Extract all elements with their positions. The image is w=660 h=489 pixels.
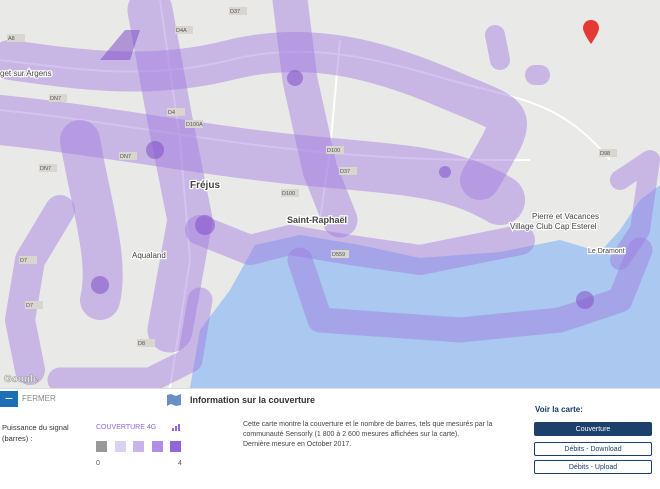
road-shield (331, 250, 349, 258)
place-label: Le Dramont (588, 248, 625, 255)
road-label: D4 (168, 110, 175, 116)
place-label: Village Club Cap Esterel (510, 222, 597, 231)
legend-min: 0 (96, 460, 100, 467)
roads (0, 0, 611, 388)
road-shield (137, 339, 155, 347)
road-shield (25, 301, 43, 309)
legend-swatch (96, 441, 107, 452)
legend-swatch (133, 441, 144, 452)
legend-heading: COUVERTURE 4G (96, 424, 157, 431)
road-shield (339, 167, 357, 175)
view-label: Voir la carte: (535, 405, 583, 414)
road-label: D4A (176, 28, 187, 34)
road-shield (39, 164, 57, 172)
road-label: D37 (230, 9, 240, 15)
view-button[interactable]: Débits - Download (534, 442, 652, 456)
place-label: get sur Argens (0, 69, 52, 78)
road-label: D100A (186, 122, 203, 128)
road-label: DN7 (50, 96, 61, 102)
close-button[interactable]: − (0, 391, 18, 407)
description-line: communauté Sensorly (1 800 à 2 600 mesur… (243, 431, 460, 438)
road-shield (175, 26, 193, 34)
road-label: D559 (332, 252, 345, 258)
road-label: D100 (282, 191, 295, 197)
info-panel: − FERMER Information sur la couverture P… (0, 388, 660, 489)
road-label: D7 (26, 303, 33, 309)
legend-swatch (115, 441, 126, 452)
place-label: Pierre et Vacances (532, 212, 599, 221)
sea (190, 185, 660, 388)
description: Cette carte montre la couverture et le n… (243, 420, 492, 450)
place-label: Saint-Raphaël (287, 215, 347, 225)
place-label: Aqualand (132, 251, 166, 260)
view-button[interactable]: Débits - Upload (534, 460, 652, 474)
road-label: D98 (600, 151, 610, 157)
road-shield (281, 189, 299, 197)
legend-label: Puissance du signal (barres) : (2, 423, 69, 443)
map-attribution: Google (4, 374, 39, 385)
road-shield (7, 34, 25, 42)
legend-swatch (152, 441, 163, 452)
road-label: D37 (340, 169, 350, 175)
map[interactable]: get sur Argens Fréjus Saint-Raphaël Aqualan… (0, 0, 660, 388)
road-label: DN7 (40, 166, 51, 172)
labels: get sur Argens Fréjus Saint-Raphaël Aqualan… (0, 7, 626, 385)
road-shield (599, 149, 617, 157)
legend-max: 4 (178, 460, 182, 467)
road-shield (49, 94, 67, 102)
pin[interactable] (583, 20, 599, 44)
close-label[interactable]: FERMER (22, 394, 56, 403)
road-label: D8 (138, 341, 145, 347)
place-label: Fréjus (190, 180, 220, 191)
description-line: Dernière mesure en October 2017. (243, 441, 352, 448)
road-shield (326, 146, 344, 154)
legend-swatch (170, 441, 181, 452)
road-label: DN7 (120, 154, 131, 160)
road-shield (19, 256, 37, 264)
panel-title: Information sur la couverture (190, 395, 316, 405)
bars-icon (172, 424, 180, 431)
road-shield (185, 120, 203, 128)
strong-coverage (91, 30, 594, 309)
road-shield (167, 108, 185, 116)
road-shield (119, 152, 137, 160)
road-label: D7 (20, 258, 27, 264)
view-button[interactable]: Couverture (534, 422, 652, 436)
road-label: A8 (8, 36, 15, 42)
description-line: Cette carte montre la couverture et le n… (243, 421, 493, 428)
map-icon (167, 394, 181, 406)
road-shield (229, 7, 247, 15)
road-label: D100 (327, 148, 340, 154)
